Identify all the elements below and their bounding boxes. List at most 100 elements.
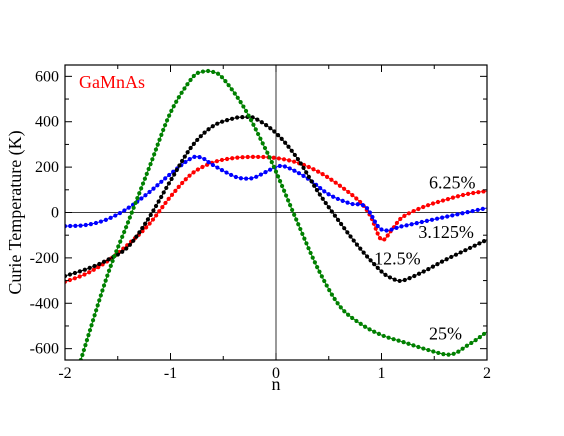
data-point — [269, 159, 274, 165]
data-point — [135, 196, 140, 201]
data-point — [230, 116, 235, 121]
data-point — [139, 186, 144, 191]
data-point — [460, 346, 465, 351]
data-point — [164, 185, 169, 191]
data-point — [72, 270, 78, 276]
data-point — [161, 190, 166, 195]
data-point — [446, 352, 451, 357]
data-point — [317, 192, 322, 197]
data-point — [473, 338, 478, 343]
data-point — [174, 99, 179, 104]
data-point — [289, 148, 294, 153]
data-point — [394, 225, 399, 230]
data-point — [455, 212, 460, 217]
data-point — [279, 183, 285, 189]
data-point — [120, 234, 125, 239]
y-tick-label: -600 — [30, 341, 59, 358]
data-point — [275, 133, 281, 138]
data-point — [174, 167, 179, 173]
data-point — [86, 333, 91, 338]
data-point — [350, 193, 355, 198]
data-point — [263, 170, 268, 175]
data-point — [434, 216, 440, 221]
data-point — [152, 152, 157, 157]
data-point — [338, 305, 343, 310]
data-point — [160, 204, 165, 210]
data-point — [88, 222, 93, 227]
data-point — [72, 276, 77, 281]
data-point — [329, 177, 334, 182]
data-point — [358, 321, 363, 327]
data-point — [120, 249, 125, 254]
data-point — [143, 221, 148, 226]
data-point — [292, 159, 297, 164]
data-point — [271, 155, 276, 160]
data-point — [358, 246, 363, 251]
data-point — [383, 272, 388, 277]
data-point — [409, 222, 414, 227]
data-point — [230, 156, 235, 161]
annotations-layer: 6.25% 3.125% 12.5% 25% — [374, 173, 475, 344]
data-point — [362, 324, 368, 329]
data-point — [163, 200, 168, 206]
data-point — [195, 137, 200, 143]
data-point — [472, 243, 477, 248]
data-point — [481, 331, 487, 337]
data-point — [476, 190, 481, 195]
data-point — [440, 198, 446, 203]
data-point — [105, 273, 110, 278]
x-tick-label: -2 — [58, 365, 71, 382]
data-point — [140, 225, 145, 231]
data-point — [200, 69, 206, 74]
data-point — [339, 221, 344, 227]
data-point — [87, 328, 93, 333]
data-point — [309, 179, 314, 184]
data-point — [235, 115, 240, 120]
data-point — [481, 239, 487, 244]
data-point — [159, 194, 164, 200]
data-point — [161, 127, 166, 133]
data-point — [319, 274, 324, 279]
data-point — [108, 263, 113, 268]
data-point — [372, 329, 377, 334]
data-point — [215, 121, 220, 126]
data-point — [460, 211, 465, 216]
material-label: GaMnAs — [79, 72, 145, 92]
data-point — [92, 313, 97, 318]
data-point — [249, 176, 254, 181]
data-point — [354, 318, 359, 324]
data-point — [381, 333, 386, 339]
data-point — [460, 192, 466, 198]
data-point — [256, 154, 261, 160]
data-point — [146, 166, 151, 172]
data-point — [275, 174, 281, 179]
data-point — [389, 227, 394, 232]
data-point — [411, 208, 416, 214]
data-point — [340, 198, 345, 203]
data-point — [103, 278, 108, 283]
data-point — [211, 69, 216, 75]
data-point — [354, 196, 359, 201]
data-point — [392, 277, 397, 282]
ticks-layer: -2 -1 0 1 2 -600 -400 -200 0 200 400 600 — [30, 65, 491, 382]
data-point — [143, 193, 148, 198]
data-point — [435, 199, 441, 205]
data-point — [169, 192, 175, 197]
series-6.25% — [65, 154, 487, 284]
data-point — [312, 183, 317, 188]
data-point — [260, 141, 265, 146]
data-point — [375, 231, 380, 236]
data-point — [68, 223, 73, 229]
data-point — [385, 233, 390, 238]
data-point — [82, 272, 87, 277]
data-point — [439, 259, 445, 264]
data-point — [166, 196, 171, 201]
data-point — [360, 203, 365, 208]
data-point — [450, 195, 456, 200]
data-point — [350, 201, 355, 207]
data-point — [232, 91, 237, 96]
data-point — [306, 164, 311, 170]
data-point — [183, 177, 188, 182]
data-point — [377, 236, 383, 241]
